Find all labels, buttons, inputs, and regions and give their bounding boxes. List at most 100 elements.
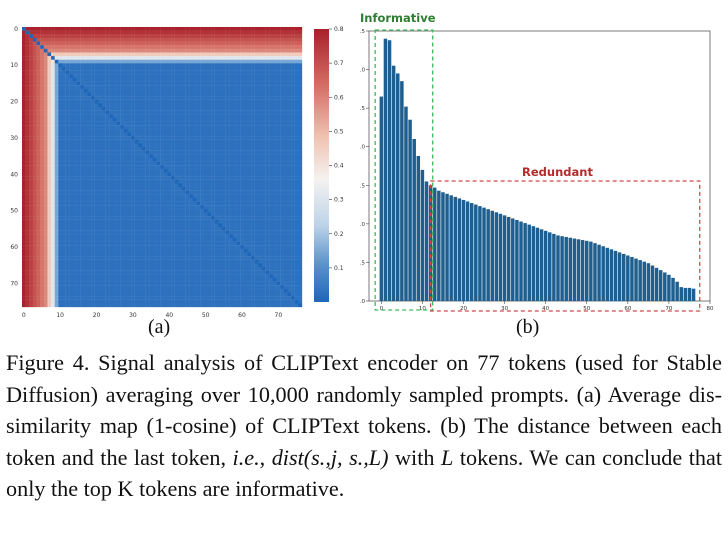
heatmap-cell <box>69 107 74 111</box>
heatmap-cell <box>236 201 241 206</box>
heatmap-cell <box>222 216 226 220</box>
heatmap-cell <box>196 56 201 60</box>
heatmap-cell <box>240 234 244 239</box>
heatmap-cell <box>167 208 172 213</box>
heatmap-cell <box>218 197 223 202</box>
heatmap-cell <box>62 237 66 242</box>
heatmap-cell <box>203 227 208 231</box>
heatmap-cell <box>142 143 146 148</box>
heatmap-cell <box>43 183 48 188</box>
heatmap-cell <box>163 212 168 217</box>
heatmap-cell <box>243 197 248 202</box>
heatmap-cell <box>91 52 95 57</box>
heatmap-cell <box>232 230 237 235</box>
heatmap-cell <box>203 48 208 53</box>
heatmap-cell <box>189 37 194 42</box>
heatmap-cell <box>149 150 154 155</box>
heatmap-cell <box>222 176 226 180</box>
heatmap-cell <box>262 114 266 119</box>
heatmap-cell <box>87 187 92 191</box>
heatmap-cell <box>91 125 95 129</box>
heatmap-cell <box>229 96 234 100</box>
heatmap-cell <box>211 121 215 126</box>
heatmap-cell <box>109 194 114 199</box>
heatmap-cell <box>40 157 44 162</box>
heatmap-cell <box>283 52 288 57</box>
heatmap-cell <box>200 216 204 220</box>
heatmap-cell <box>251 110 255 115</box>
heatmap-cell <box>254 59 259 64</box>
heatmap-cell <box>265 234 270 239</box>
heatmap-cell <box>29 70 34 75</box>
heatmap-cell <box>138 67 143 71</box>
heatmap-cell <box>152 67 157 71</box>
heatmap-cell <box>236 136 241 140</box>
heatmap-cell <box>94 227 99 231</box>
heatmap-cell <box>189 52 194 57</box>
heatmap-cell <box>232 121 237 126</box>
heatmap-cell <box>25 147 30 151</box>
heatmap-cell <box>203 136 208 140</box>
heatmap-cell <box>76 125 81 129</box>
heatmap-cell <box>207 194 212 199</box>
heatmap-cell <box>127 52 132 57</box>
heatmap-cell <box>152 234 157 239</box>
heatmap-cell <box>83 197 88 202</box>
heatmap-cell <box>243 63 248 68</box>
heatmap-cell <box>163 41 168 46</box>
heatmap-cell <box>269 48 274 53</box>
heatmap-cell <box>156 172 161 177</box>
heatmap-cell <box>149 165 154 169</box>
heatmap-cell <box>22 110 26 115</box>
heatmap-cell <box>87 92 92 97</box>
heatmap-cell <box>258 190 263 195</box>
heatmap-cell <box>22 45 26 49</box>
heatmap-cell <box>214 125 219 129</box>
heatmap-cell <box>123 63 128 68</box>
heatmap-cell <box>109 103 114 108</box>
heatmap-cell <box>123 74 128 79</box>
heatmap-cell <box>200 52 204 57</box>
heatmap-cell <box>272 99 277 104</box>
heatmap-cell <box>80 172 84 177</box>
heatmap-cell <box>167 223 172 228</box>
heatmap-cell <box>189 81 194 86</box>
heatmap-cell <box>287 147 292 151</box>
heatmap-cell <box>123 245 128 249</box>
heatmap-cell <box>127 245 132 249</box>
heatmap-cell <box>272 103 277 108</box>
heatmap-cell <box>283 223 288 228</box>
heatmap-cell <box>203 223 208 228</box>
heatmap-cell <box>229 208 234 213</box>
heatmap-cell <box>80 136 84 140</box>
heatmap-cell <box>62 223 66 228</box>
heatmap-cell <box>178 85 183 89</box>
heatmap-cell <box>62 99 66 104</box>
heatmap-cell <box>58 165 63 169</box>
heatmap-cell <box>69 92 74 97</box>
heatmap-cell <box>258 150 263 155</box>
heatmap-cell <box>167 230 172 235</box>
heatmap-cell <box>258 139 263 144</box>
heatmap-cell <box>22 176 26 180</box>
heatmap-cell <box>287 216 292 220</box>
heatmap-cell <box>131 252 135 257</box>
heatmap-cell <box>200 161 204 166</box>
heatmap-cell <box>62 139 66 144</box>
heatmap-cell <box>258 248 263 253</box>
heatmap-cell <box>232 110 237 115</box>
heatmap-cell <box>72 237 77 242</box>
heatmap-cell <box>178 41 183 46</box>
heatmap-cell <box>163 121 168 126</box>
heatmap-cell <box>43 67 48 71</box>
heatmap-cell <box>269 205 274 209</box>
heatmap-cell <box>43 248 48 253</box>
heatmap-cell <box>236 92 241 97</box>
heatmap-cell <box>145 63 150 68</box>
heatmap-cell <box>22 183 26 188</box>
heatmap-cell <box>142 81 146 86</box>
heatmap-cell <box>22 30 26 35</box>
heatmap-cell <box>142 45 146 49</box>
heatmap-cell <box>225 190 230 195</box>
heatmap-cell <box>229 252 234 257</box>
